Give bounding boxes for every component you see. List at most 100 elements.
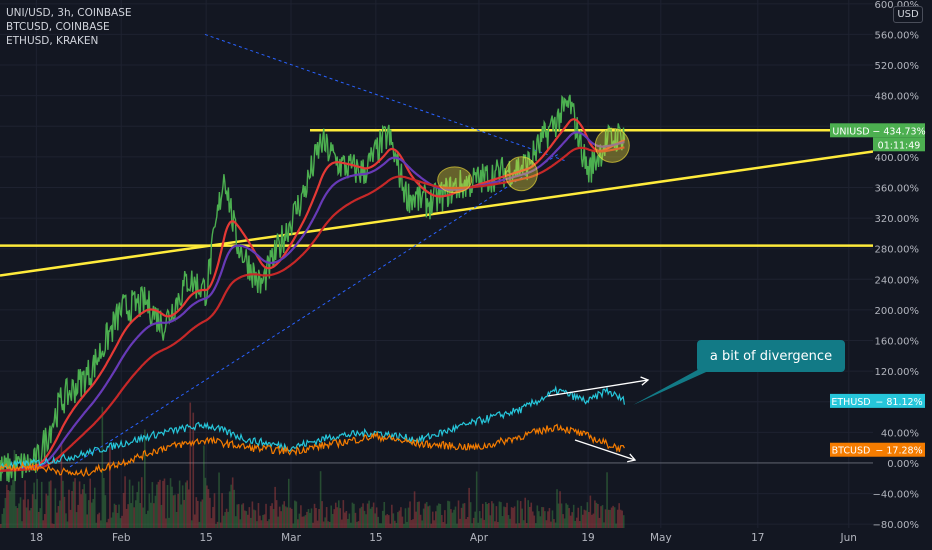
highlight-circle[interactable]: [437, 166, 473, 194]
ema-long-line[interactable]: [0, 146, 625, 472]
volume-bar: [165, 518, 167, 528]
volume-bar: [247, 514, 249, 528]
ema-slow-line[interactable]: [0, 131, 625, 472]
volume-bar: [137, 481, 140, 528]
volume-bar: [480, 518, 483, 528]
volume-bar: [578, 521, 581, 528]
divergence-arrow-up-head: [640, 376, 650, 386]
volume-bar: [216, 521, 219, 528]
eth-price-value-tag[interactable]: [873, 393, 925, 408]
currency-badge[interactable]: USD: [893, 6, 923, 23]
volume-bar: [245, 511, 248, 528]
volume-bar: [110, 517, 113, 528]
volume-bar: [462, 503, 464, 528]
volume-bar: [166, 485, 169, 528]
divergence-arrow-up[interactable]: [547, 379, 649, 397]
volume-bar: [259, 515, 261, 528]
volume-bar: [501, 516, 504, 528]
highlight-circle[interactable]: [594, 127, 630, 163]
volume-bar: [71, 490, 73, 528]
volume-bar: [392, 513, 395, 528]
btc-price-name-tag[interactable]: [830, 442, 873, 457]
volume-bar: [492, 503, 495, 528]
volume-bar: [281, 504, 284, 528]
volume-bar: [454, 506, 457, 528]
volume-bar: [538, 511, 540, 528]
uni-price-value-tag[interactable]: [873, 123, 925, 138]
volume-bar: [60, 442, 63, 528]
legend-btc-symbol[interactable]: BTCUSD, COINBASE: [6, 21, 110, 33]
volume-bar: [119, 518, 122, 528]
volume-bar: [401, 516, 404, 528]
volume-bar: [441, 515, 443, 528]
volume-bar: [422, 508, 425, 528]
volume-bar: [415, 511, 417, 528]
volume-bar: [21, 521, 23, 528]
volume-bar: [497, 521, 499, 528]
volume-bar: [606, 472, 608, 528]
volume-bar: [174, 494, 176, 528]
series-line-ethusd[interactable]: [0, 385, 625, 469]
volume-bar: [3, 508, 5, 528]
volume-bar: [544, 511, 546, 528]
volume-bar: [604, 509, 607, 528]
x-tick-label: Mar: [281, 532, 301, 544]
y-tick-label: 360.00%: [875, 183, 920, 194]
volume-bar: [200, 501, 202, 528]
volume-bar: [503, 506, 505, 528]
volume-bar: [19, 497, 22, 528]
volume-bar: [148, 493, 151, 528]
volume-bar: [27, 499, 29, 528]
volume-bar: [395, 522, 398, 528]
y-tick-label: 480.00%: [875, 92, 920, 103]
volume-bar: [516, 500, 519, 528]
volume-bar: [325, 507, 328, 528]
volume-bar: [12, 479, 14, 528]
legend-eth-symbol[interactable]: ETHUSD, KRAKEN: [6, 35, 99, 47]
volume-bar: [160, 504, 163, 528]
volume-bar: [363, 510, 366, 528]
volume-bar: [53, 523, 55, 528]
volume-bar: [81, 489, 84, 528]
series-line-btcusd[interactable]: [0, 423, 625, 478]
volume-bar: [78, 481, 81, 528]
divergence-arrow-down[interactable]: [574, 439, 636, 461]
volume-bar: [362, 503, 364, 528]
volume-bar: [69, 509, 72, 528]
volume-bar: [489, 515, 492, 528]
volume-bar: [556, 489, 558, 528]
volume-bar: [345, 510, 348, 528]
volume-bar: [460, 507, 463, 528]
uni-price-name-tag[interactable]: [830, 123, 873, 138]
volume-bar: [366, 503, 369, 528]
volume-bar: [192, 412, 195, 528]
volume-bar: [574, 520, 577, 528]
x-tick-label: Feb: [112, 532, 131, 544]
ascending-trendline[interactable]: [0, 150, 874, 277]
volume-bar: [128, 479, 131, 528]
volume-bar: [618, 503, 620, 528]
volume-bar: [563, 518, 566, 528]
ema-fast-line[interactable]: [0, 118, 625, 472]
volume-bar: [595, 502, 598, 528]
highlight-circle[interactable]: [504, 156, 538, 192]
annotation-box[interactable]: [697, 340, 845, 372]
y-tick-label: 520.00%: [875, 61, 920, 72]
btc-price-value-tag[interactable]: [873, 442, 925, 457]
volume-bar: [471, 523, 473, 528]
legend-main-symbol[interactable]: UNI/USD, 3h, COINBASE: [6, 7, 132, 19]
volume-bar: [271, 503, 273, 528]
volume-bar: [456, 523, 458, 528]
volume-bar: [30, 508, 32, 528]
eth-price-name-tag[interactable]: [830, 393, 873, 408]
volume-bar: [580, 505, 583, 528]
volume-bar: [113, 503, 116, 528]
volume-bar: [347, 518, 349, 528]
volume-bar: [180, 504, 182, 528]
volume-bar: [431, 511, 434, 528]
rising-dotted-trendline[interactable]: [69, 152, 561, 468]
volume-bar: [321, 501, 323, 528]
volume-bar: [622, 515, 625, 528]
volume-bar: [263, 514, 266, 528]
